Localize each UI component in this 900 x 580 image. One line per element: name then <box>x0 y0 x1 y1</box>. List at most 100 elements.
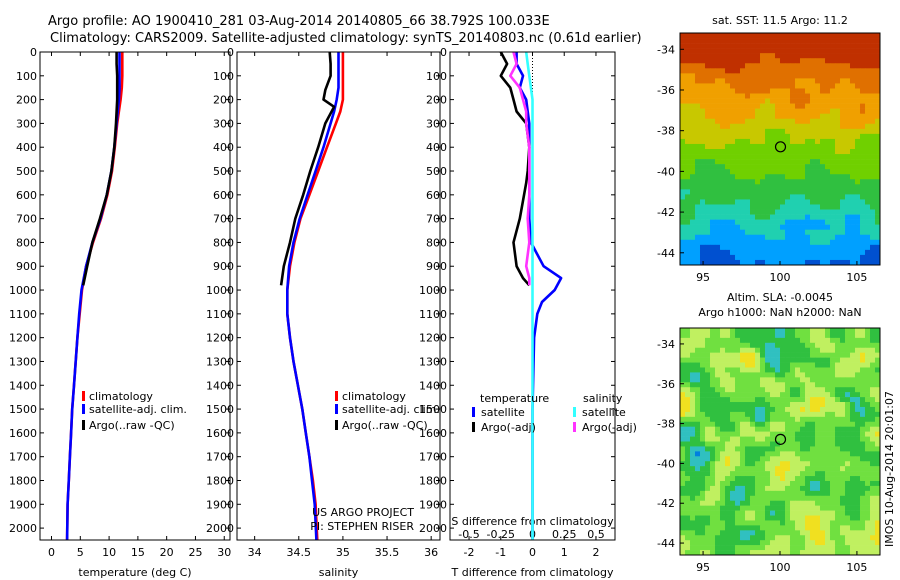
heatmap-cell <box>840 397 846 403</box>
heatmap-cell <box>715 48 721 54</box>
heatmap-cell <box>770 38 776 44</box>
heatmap-cell <box>735 387 741 393</box>
heatmap-cell <box>820 402 826 408</box>
heatmap-cell <box>840 239 846 246</box>
heatmap-cell <box>745 540 751 546</box>
heatmap-cell <box>690 169 696 175</box>
heatmap-cell <box>725 113 731 120</box>
heatmap-cell <box>860 164 866 170</box>
heatmap-cell <box>770 189 776 195</box>
heatmap-cell <box>785 48 791 54</box>
heatmap-cell <box>875 184 881 190</box>
heatmap-cell <box>680 189 686 195</box>
heatmap-cell <box>815 515 821 521</box>
heatmap-cell <box>800 204 806 210</box>
heatmap-cell <box>740 259 746 266</box>
heatmap-cell <box>860 461 866 467</box>
heatmap-cell <box>785 372 791 378</box>
heatmap-cell <box>790 367 796 373</box>
heatmap-cell <box>715 214 721 220</box>
heatmap-cell <box>795 229 801 236</box>
heatmap-cell <box>755 204 761 210</box>
heatmap-cell <box>875 377 881 383</box>
heatmap-cell <box>695 108 701 114</box>
heatmap-cell <box>700 480 706 487</box>
heatmap-cell <box>695 48 701 54</box>
heatmap-cell <box>770 63 776 69</box>
heatmap-cell <box>735 500 741 506</box>
heatmap-cell <box>855 416 861 423</box>
heatmap-cell <box>730 164 736 170</box>
y-tick-label: 1500 <box>9 403 37 416</box>
heatmap-cell <box>845 123 851 130</box>
heatmap-cell <box>785 58 791 64</box>
heatmap-cell <box>785 337 791 344</box>
heatmap-cell <box>825 204 831 210</box>
heatmap-cell <box>780 337 786 344</box>
heatmap-cell <box>860 118 866 125</box>
heatmap-cell <box>695 540 701 546</box>
heatmap-cell <box>830 431 836 437</box>
heatmap-cell <box>870 471 876 477</box>
heatmap-cell <box>840 174 846 180</box>
heatmap-cell <box>745 441 751 447</box>
heatmap-cell <box>710 535 716 541</box>
heatmap-cell <box>870 88 876 94</box>
heatmap-cell <box>855 461 861 467</box>
heatmap-cell <box>805 118 811 125</box>
heatmap-cell <box>750 387 756 393</box>
heatmap-cell <box>800 154 806 160</box>
heatmap-cell <box>720 480 726 487</box>
heatmap-cell <box>735 392 741 398</box>
heatmap-cell <box>825 535 831 541</box>
heatmap-cell <box>840 352 846 358</box>
heatmap-cell <box>700 451 706 457</box>
heatmap-cell <box>700 535 706 541</box>
heatmap-cell <box>680 219 686 225</box>
heatmap-cell <box>730 451 736 457</box>
heatmap-cell <box>825 179 831 185</box>
heatmap-cell <box>765 441 771 447</box>
heatmap-cell <box>735 402 741 408</box>
heatmap-cell <box>680 38 686 44</box>
heatmap-cell <box>800 402 806 408</box>
heatmap-cell <box>835 461 841 467</box>
y-tick-label: 1000 <box>206 284 234 297</box>
heatmap-cell <box>810 214 816 220</box>
heatmap-cell <box>835 53 841 59</box>
heatmap-cell <box>785 68 791 74</box>
heatmap-cell <box>705 525 711 531</box>
heatmap-cell <box>775 510 781 516</box>
heatmap-cell <box>720 113 726 120</box>
heatmap-cell <box>725 229 731 236</box>
heatmap-cell <box>745 347 751 353</box>
heatmap-cell <box>740 377 746 383</box>
y-tick-label: 900 <box>426 260 447 273</box>
y-tick-label: 700 <box>213 213 234 226</box>
heatmap-cell <box>815 426 821 432</box>
heatmap-cell <box>830 194 836 200</box>
heatmap-cell <box>840 535 846 541</box>
heatmap-cell <box>850 214 856 220</box>
heatmap-cell <box>805 128 811 135</box>
heatmap-cell <box>800 103 806 109</box>
heatmap-cell <box>815 189 821 195</box>
legend-swatch <box>335 404 338 414</box>
heatmap-cell <box>785 362 791 368</box>
heatmap-cell <box>820 347 826 353</box>
heatmap-cell <box>830 377 836 383</box>
heatmap-cell <box>750 456 756 462</box>
heatmap-cell <box>810 98 816 104</box>
heatmap-cell <box>725 159 731 165</box>
heatmap-cell <box>780 164 786 170</box>
heatmap-cell <box>755 224 761 230</box>
heatmap-cell <box>815 98 821 104</box>
heatmap-cell <box>715 362 721 368</box>
heatmap-cell <box>875 118 881 125</box>
heatmap-cell <box>755 525 761 531</box>
heatmap-cell <box>835 68 841 74</box>
heatmap-cell <box>750 68 756 74</box>
heatmap-cell <box>680 490 686 497</box>
x-tick-label: 1 <box>561 546 568 559</box>
heatmap-cell <box>810 402 816 408</box>
